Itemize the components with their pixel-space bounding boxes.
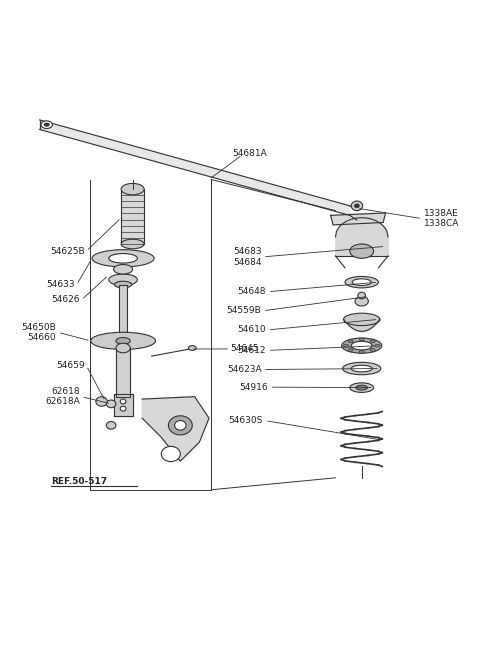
Ellipse shape <box>351 201 363 210</box>
Text: 1338AE
1338CA: 1338AE 1338CA <box>424 209 459 229</box>
Ellipse shape <box>355 297 368 306</box>
Ellipse shape <box>120 399 126 404</box>
Text: REF.50-517: REF.50-517 <box>51 477 108 485</box>
Ellipse shape <box>175 421 186 430</box>
Ellipse shape <box>189 346 196 350</box>
Ellipse shape <box>351 365 372 372</box>
Ellipse shape <box>344 345 348 347</box>
Text: 54681A: 54681A <box>232 149 267 158</box>
Ellipse shape <box>116 337 130 345</box>
Ellipse shape <box>350 244 373 258</box>
Ellipse shape <box>350 383 373 392</box>
Ellipse shape <box>120 406 126 411</box>
Ellipse shape <box>355 204 360 208</box>
Text: 54916: 54916 <box>239 383 268 392</box>
Text: 54559B: 54559B <box>227 307 262 315</box>
Polygon shape <box>331 213 385 225</box>
Ellipse shape <box>91 332 156 350</box>
Text: 54633: 54633 <box>47 280 75 289</box>
Ellipse shape <box>348 340 353 343</box>
Text: 54625B: 54625B <box>50 247 85 255</box>
Bar <box>119 284 127 345</box>
Text: 54683
54684: 54683 54684 <box>233 247 262 267</box>
Bar <box>116 348 130 397</box>
Ellipse shape <box>348 348 353 352</box>
Ellipse shape <box>356 385 367 390</box>
Polygon shape <box>142 397 209 461</box>
Ellipse shape <box>121 239 144 249</box>
Ellipse shape <box>358 292 365 299</box>
Ellipse shape <box>109 274 137 286</box>
Ellipse shape <box>114 265 132 274</box>
Text: 54623A: 54623A <box>227 365 262 374</box>
Ellipse shape <box>161 446 180 462</box>
Ellipse shape <box>343 362 381 375</box>
Ellipse shape <box>96 397 108 406</box>
Ellipse shape <box>344 313 380 326</box>
Ellipse shape <box>352 279 371 286</box>
Text: 54626: 54626 <box>52 295 80 305</box>
Ellipse shape <box>107 400 116 407</box>
Text: 54630S: 54630S <box>228 416 263 425</box>
Text: 54648: 54648 <box>238 287 266 296</box>
Text: 54645: 54645 <box>230 345 259 354</box>
Ellipse shape <box>109 253 137 263</box>
Polygon shape <box>114 394 132 416</box>
Text: 62618
62618A: 62618 62618A <box>46 387 80 406</box>
Ellipse shape <box>371 348 375 352</box>
Polygon shape <box>39 120 350 215</box>
Ellipse shape <box>351 341 372 350</box>
Ellipse shape <box>345 276 378 288</box>
Text: 54612: 54612 <box>238 346 266 355</box>
Ellipse shape <box>107 422 116 429</box>
Ellipse shape <box>92 250 154 267</box>
Ellipse shape <box>121 183 144 195</box>
Bar <box>121 189 144 244</box>
Ellipse shape <box>375 345 380 347</box>
Ellipse shape <box>371 340 375 343</box>
Ellipse shape <box>116 343 130 353</box>
Ellipse shape <box>360 338 364 341</box>
Ellipse shape <box>360 350 364 353</box>
Ellipse shape <box>342 338 382 353</box>
Text: 54650B
54660: 54650B 54660 <box>22 322 56 342</box>
Ellipse shape <box>44 123 49 126</box>
Ellipse shape <box>41 121 52 128</box>
Ellipse shape <box>168 416 192 435</box>
Text: 54659: 54659 <box>56 361 85 370</box>
Text: 54610: 54610 <box>238 326 266 335</box>
Ellipse shape <box>115 281 132 288</box>
